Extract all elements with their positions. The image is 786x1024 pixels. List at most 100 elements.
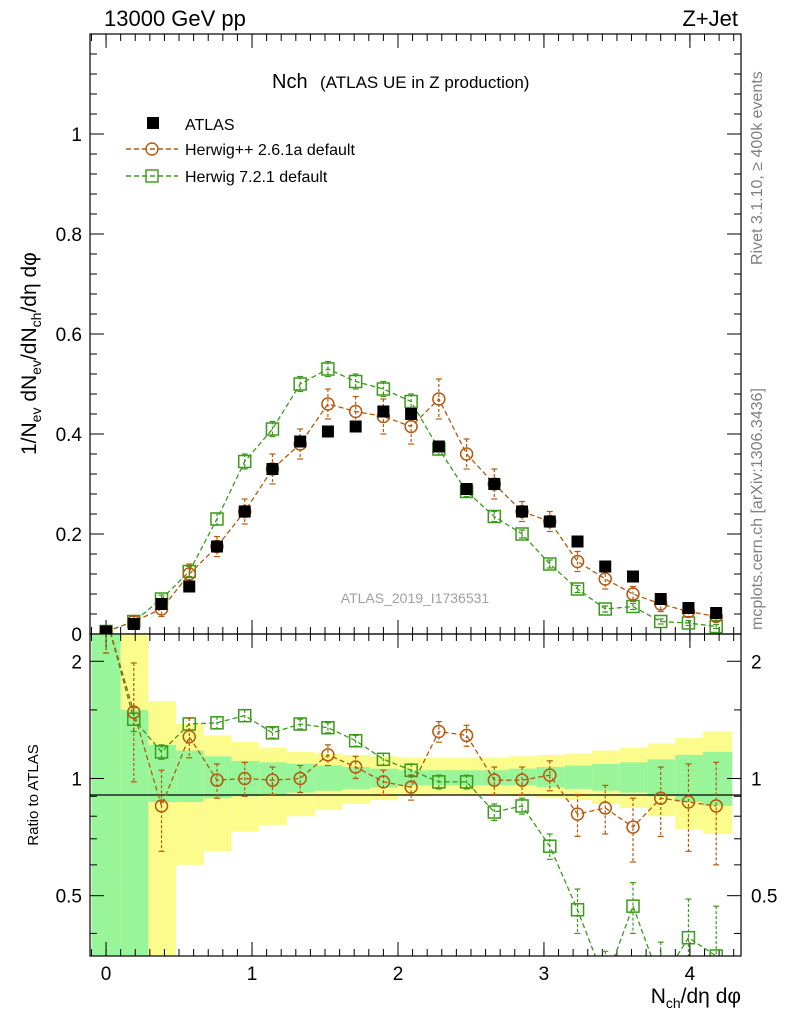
herwigpp-ratio-point [598, 801, 613, 815]
herwigpp-ratio-point [237, 771, 252, 786]
ratio-y-tick-label-right: 0.5 [751, 887, 777, 908]
herwigpp-ratio-point [709, 799, 723, 813]
svg-text:1/Nev dNev/dNch/dη dφ: 1/Nev dNev/dNch/dη dφ [18, 252, 44, 455]
herwig7-main-point [237, 454, 252, 469]
herwig7-ratio-point [515, 799, 529, 813]
herwig7-ratio-point [626, 899, 640, 913]
ratio-y-tick-label: 1 [71, 769, 82, 790]
herwigpp-ratio-point [127, 705, 141, 719]
herwigpp-ratio-line [110, 634, 717, 828]
ratio-band-inner [259, 762, 288, 795]
atlas-main-point [543, 515, 556, 528]
main-subtitle: (ATLAS UE in Z production) [320, 73, 529, 92]
legend-herwig7-marker [145, 169, 159, 183]
ratio-band-inner [647, 759, 676, 797]
herwigpp-ratio-point [681, 795, 696, 809]
atlas-main-point [405, 408, 418, 420]
y-tick-label: 1 [71, 125, 82, 146]
herwig7-main-point [487, 509, 502, 524]
atlas-main-point [571, 535, 584, 548]
svg-text:Nch/dη dφ: Nch/dη dφ [651, 985, 741, 1011]
herwigpp-main-point [459, 447, 474, 461]
herwigpp-main-point [570, 554, 585, 569]
herwig7-main-point [210, 512, 224, 526]
herwig7-main-point [598, 602, 613, 616]
atlas-main-point [460, 483, 473, 495]
ratio-band-inner [314, 765, 343, 791]
atlas-main-point [100, 625, 113, 634]
y-tick-label: 0.8 [56, 225, 82, 246]
ratio-band-inner [564, 765, 593, 789]
ratio-band-inner [619, 762, 648, 793]
x-tick-label: 1 [247, 964, 258, 985]
herwig7-ratio-point [321, 720, 335, 735]
herwigpp-main-point [432, 392, 446, 406]
ratio-panel: 0 1 2 3 4 0.5 0.5 1 1 2 2 Ratio to ATLAS [25, 633, 777, 988]
y-tick-label: 0 [71, 625, 82, 646]
herwig7-main-point [653, 614, 668, 629]
legend: ATLAS Herwig++ 2.6.1a default Herwig 7.2… [126, 117, 355, 186]
herwig7-ratio-point [570, 903, 585, 917]
herwigpp-ratio-point [265, 773, 280, 787]
ratio-band-inner [592, 763, 620, 791]
herwig7-ratio-point [432, 775, 446, 789]
herwig7-main-point [404, 394, 418, 409]
legend-herwig7-label: Herwig 7.2.1 default [185, 169, 328, 186]
ratio-band-outer [148, 701, 177, 956]
herwig7-main-point [321, 362, 335, 376]
legend-herwigpp-label: Herwig++ 2.6.1a default [185, 142, 355, 159]
atlas-main-point [654, 593, 667, 605]
herwig7-main-point [709, 619, 723, 634]
mcplots-credit-label: mcplots.cern.ch [arXiv:1306.3436] [749, 388, 766, 630]
herwigpp-ratio-point [570, 807, 585, 821]
atlas-main-point [349, 420, 362, 433]
y-tick-label: 0.2 [56, 525, 82, 546]
herwigpp-ratio-point [293, 771, 307, 786]
ratio-band-inner [203, 756, 232, 799]
process-label: Z+Jet [682, 6, 738, 31]
ratio-band-inner [675, 754, 704, 803]
legend-atlas-marker [147, 117, 159, 129]
ratio-y-tick-label: 2 [71, 652, 82, 673]
herwig7-ratio-point [154, 745, 169, 759]
herwig7-main-point [570, 582, 585, 596]
ratio-frame [89, 633, 742, 957]
herwig7-ratio-point [293, 717, 307, 731]
herwigpp-main-point [626, 587, 640, 601]
atlas-main-point [488, 478, 501, 490]
herwig7-main-point [265, 422, 280, 436]
energy-label: 13000 GeV pp [104, 6, 246, 31]
atlas-main-point [210, 540, 223, 553]
ratio-ylabel: Ratio to ATLAS [25, 744, 42, 845]
herwig7-ratio-point [265, 726, 280, 740]
x-tick-label: 4 [685, 964, 696, 985]
y-tick-label: 0.4 [56, 425, 83, 446]
herwig7-main-point [376, 382, 391, 396]
herwigpp-main-point [598, 572, 613, 586]
analysis-tag: ATLAS_2019_I1736531 [341, 590, 490, 606]
ratio-band-inner [148, 744, 177, 803]
herwig7-main-point [515, 527, 529, 541]
herwigpp-ratio-point [154, 799, 169, 813]
main-ylabel: 1/Nev dNev/dNch/dη dφ [18, 252, 44, 455]
ratio-band-inner [287, 763, 315, 793]
herwigpp-ratio-point [459, 728, 474, 743]
herwig7-ratio-point [376, 752, 391, 767]
ratio-y-tick-label: 0.5 [56, 887, 82, 908]
ratio-y-tick-label-right: 1 [751, 769, 762, 790]
atlas-main-point [710, 607, 723, 619]
y-tick-label: 0.6 [56, 325, 82, 346]
main-panel: Nch (ATLAS UE in Z production) ATLAS Her… [56, 33, 742, 646]
herwig7-ratio-point [599, 976, 611, 988]
ratio-axis-ticks: 0 1 2 3 4 0.5 0.5 1 1 2 2 [56, 634, 777, 985]
herwigpp-main-point [348, 404, 363, 419]
ratio-band-inner [453, 770, 482, 786]
atlas-main-point [155, 598, 168, 610]
x-tick-label: 3 [539, 964, 550, 985]
ratio-series-layer [103, 634, 723, 988]
legend-atlas-label: ATLAS [185, 117, 235, 134]
ratio-y-tick-label-right: 2 [751, 652, 762, 673]
herwig7-ratio-point [348, 733, 363, 748]
atlas-main-point [682, 602, 695, 614]
x-axis-label: Nch/dη dφ [651, 985, 741, 1011]
